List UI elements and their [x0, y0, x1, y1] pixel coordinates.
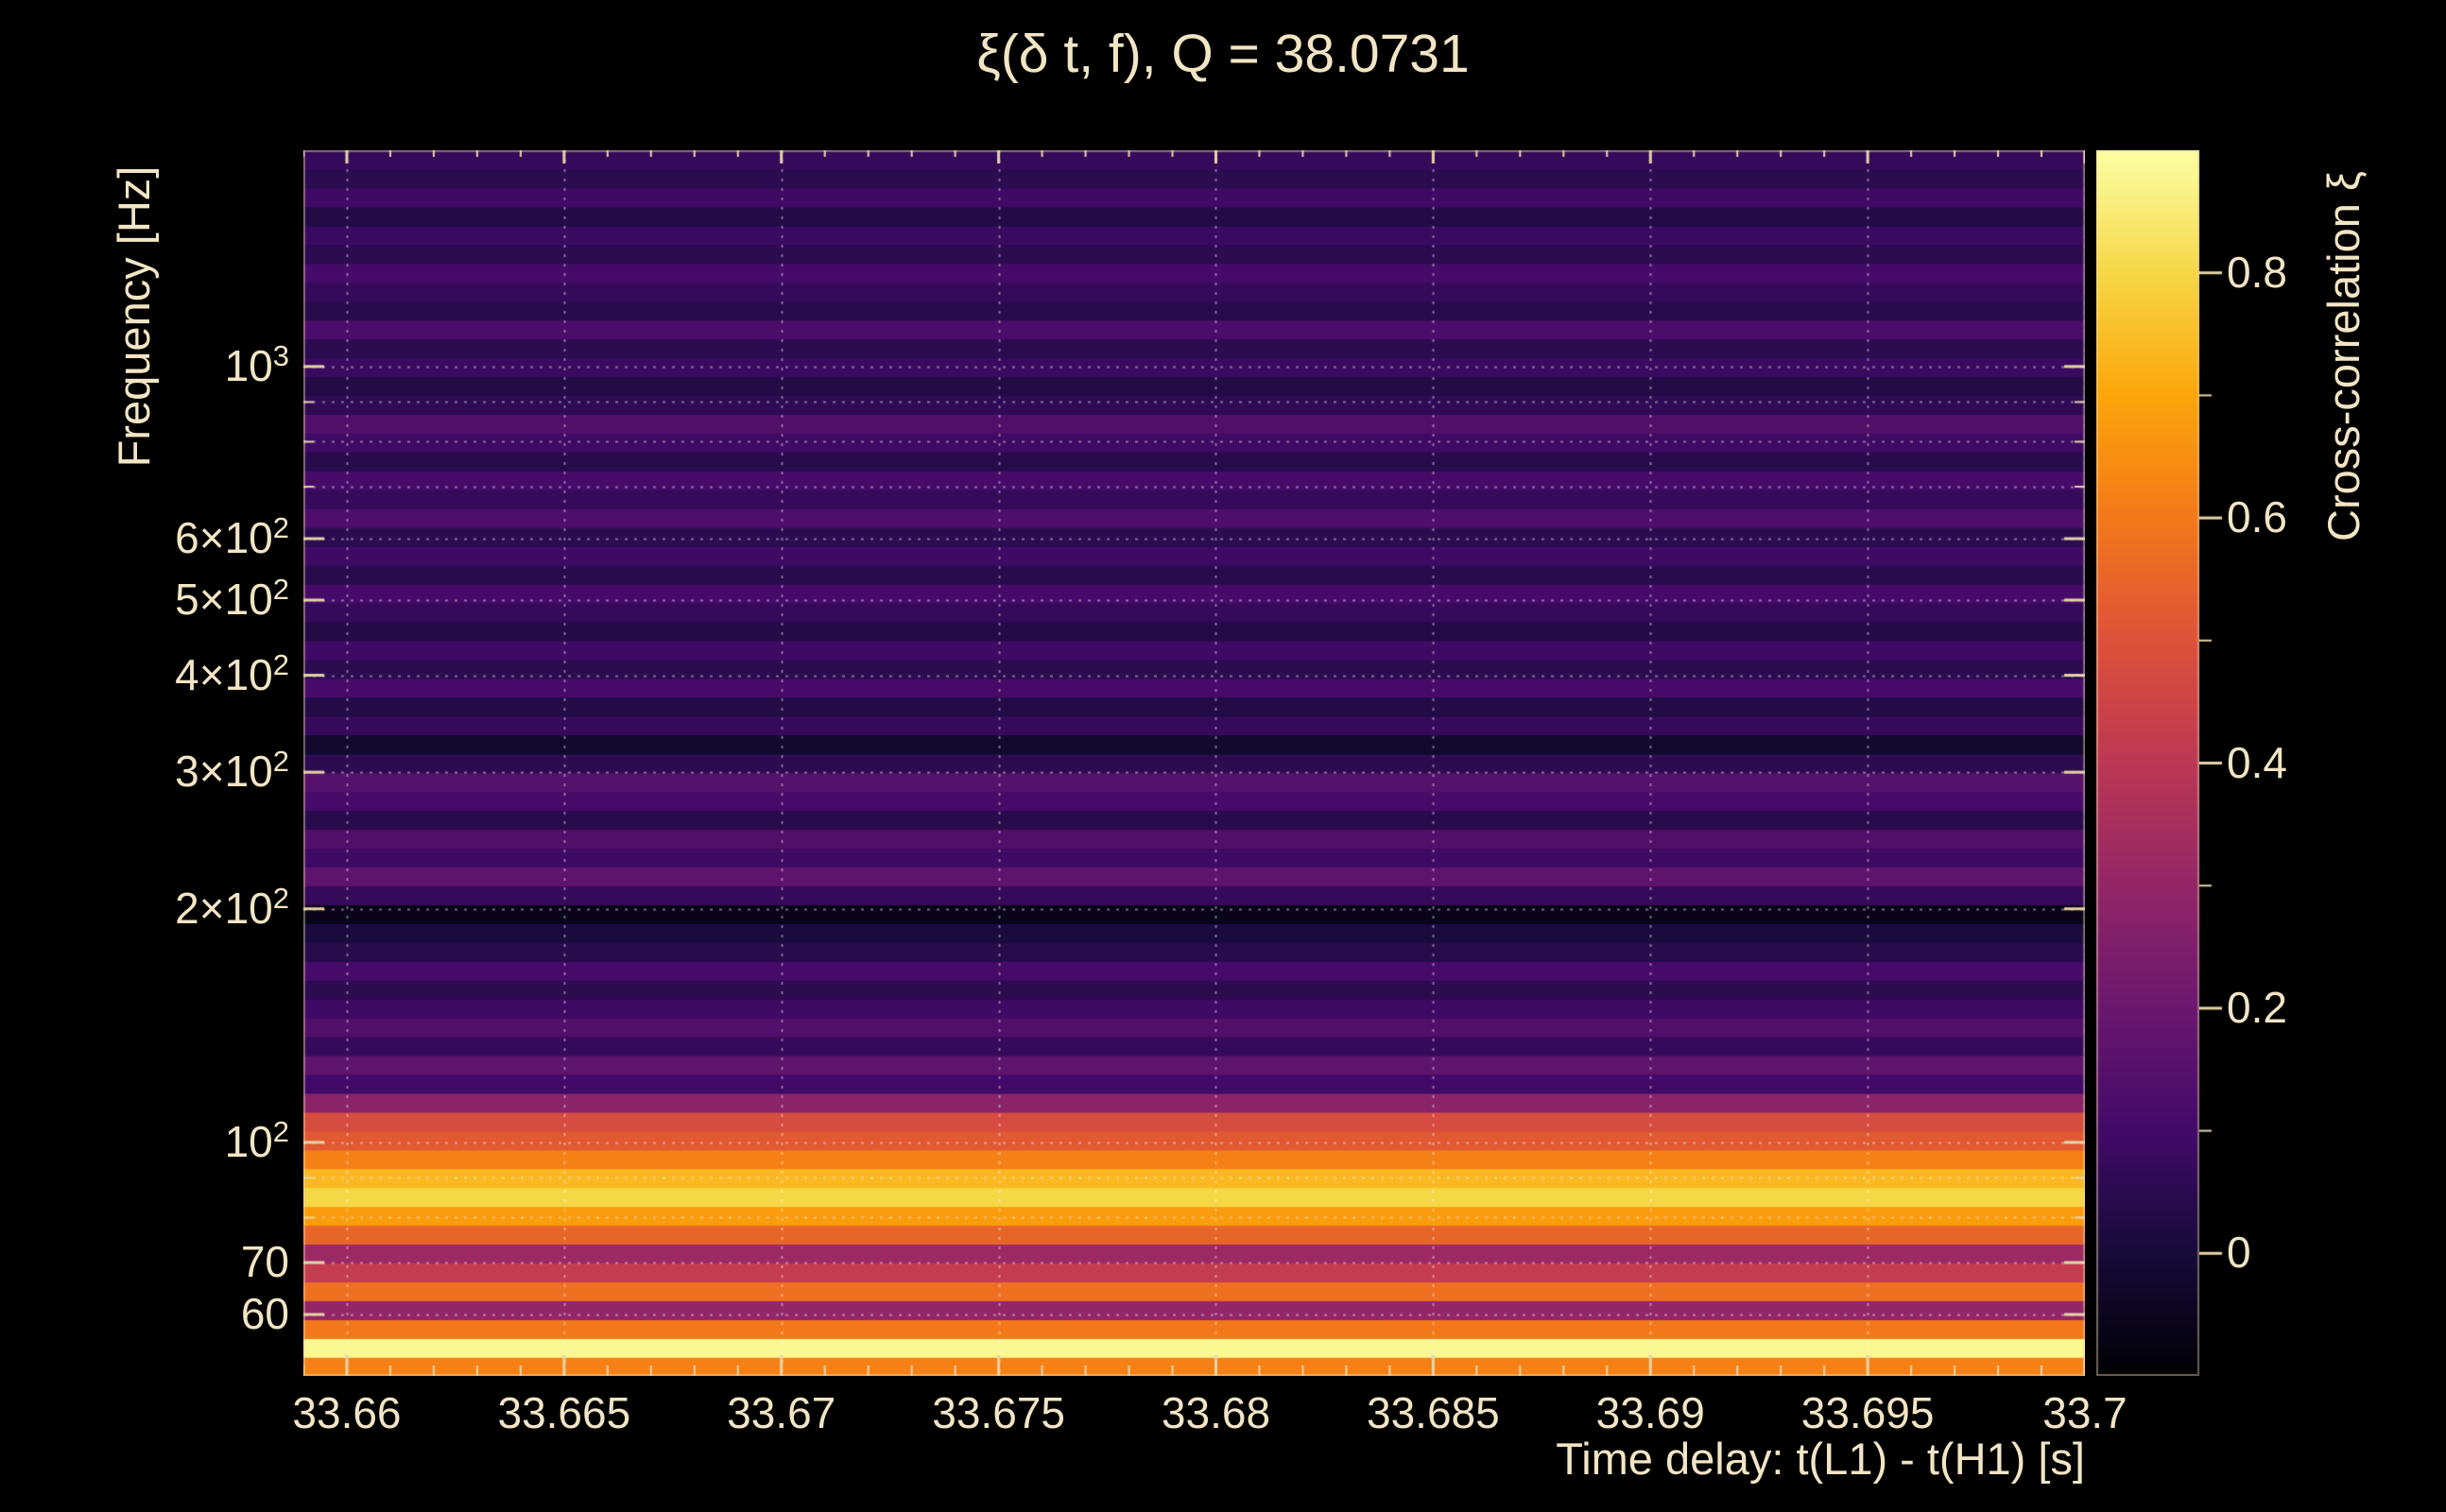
chart-title: ξ(δ t, f), Q = 38.0731: [976, 24, 1470, 84]
colorbar-tick-label: 0.8: [2227, 247, 2287, 297]
y-tick-label: 5×102: [175, 573, 289, 624]
x-tick-label: 33.675: [932, 1388, 1065, 1437]
y-tick-label: 2×102: [175, 881, 289, 933]
y-tick-label: 70: [240, 1237, 289, 1287]
heatmap-canvas: [303, 150, 2085, 1376]
x-tick-label: 33.67: [727, 1388, 836, 1437]
y-tick-label: 103: [224, 338, 289, 390]
colorbar-canvas: [2096, 150, 2238, 1376]
x-tick-label: 33.665: [497, 1388, 631, 1437]
y-tick-label: 102: [224, 1114, 289, 1166]
y-tick-label: 6×102: [175, 510, 289, 562]
x-tick-label: 33.695: [1800, 1388, 1935, 1437]
x-tick-label: 33.66: [292, 1388, 402, 1437]
x-tick-label: 33.68: [1161, 1388, 1271, 1437]
x-tick-label: 33.685: [1367, 1388, 1500, 1437]
colorbar-tick-label: 0.2: [2227, 982, 2287, 1032]
y-tick-label: 4×102: [175, 647, 289, 699]
x-axis-label: Time delay: t(L1) - t(H1) [s]: [1556, 1434, 2085, 1484]
y-tick-label: 3×102: [175, 745, 289, 797]
colorbar-tick-label: 0: [2227, 1228, 2251, 1278]
y-tick-label: 60: [240, 1288, 289, 1338]
x-tick-label: 33.7: [2042, 1388, 2127, 1437]
y-axis-label: Frequency [Hz]: [109, 165, 159, 468]
x-tick-label: 33.69: [1595, 1388, 1705, 1437]
colorbar-tick-label: 0.6: [2227, 492, 2287, 542]
colorbar-tick-label: 0.4: [2227, 737, 2287, 787]
